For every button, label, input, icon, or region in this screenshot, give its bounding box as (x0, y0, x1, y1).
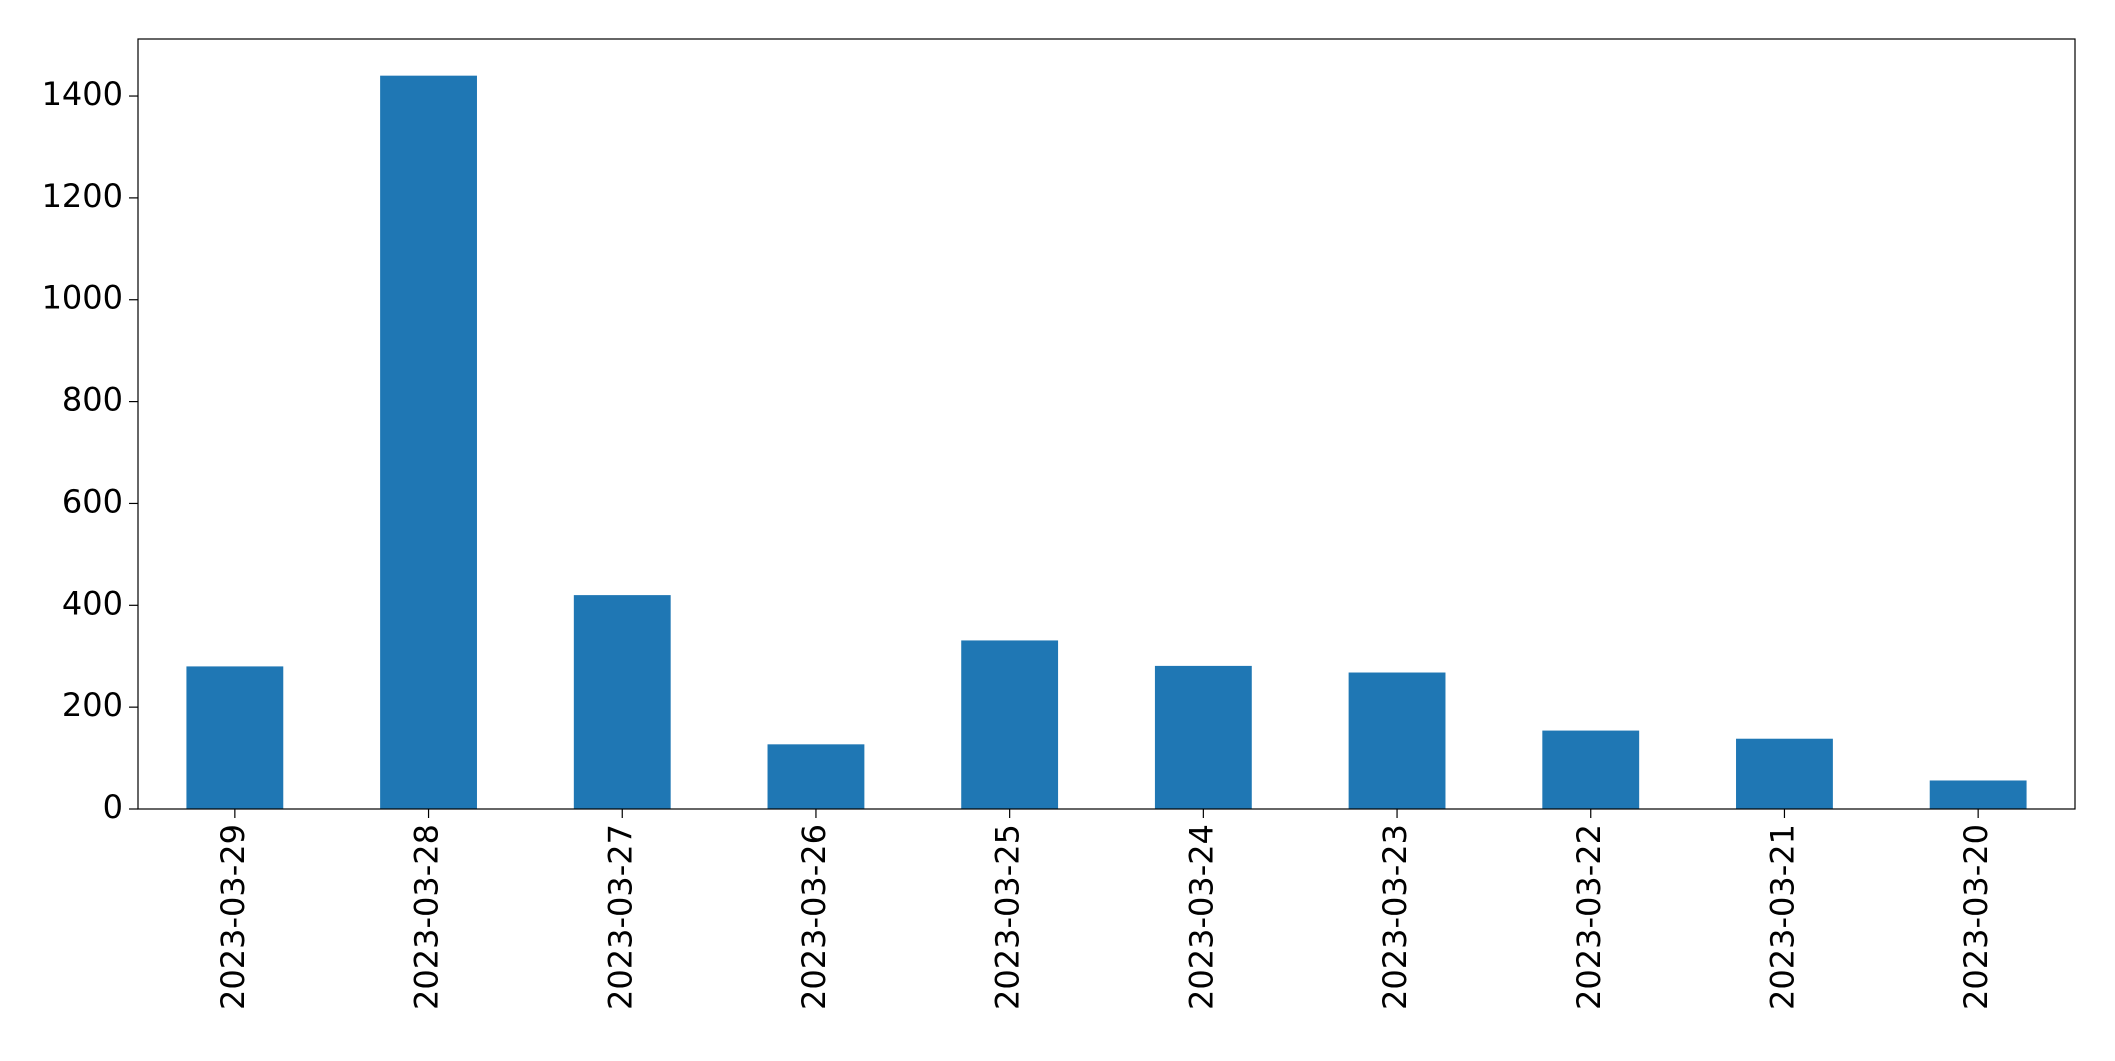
bar (1154, 665, 1252, 809)
bar (186, 666, 284, 809)
bar (767, 744, 865, 809)
x-tick-label: 2023-03-28 (408, 824, 446, 1010)
y-tick-label: 800 (62, 381, 123, 419)
y-tick-label: 1200 (42, 177, 123, 215)
y-tick-label: 200 (62, 686, 123, 724)
x-tick-label: 2023-03-24 (1182, 824, 1220, 1010)
bar (1929, 780, 2027, 809)
x-tick-label: 2023-03-26 (795, 824, 833, 1010)
y-tick-label: 600 (62, 482, 123, 520)
y-tick-label: 1000 (42, 279, 123, 317)
plot-frame (137, 38, 2076, 810)
bar (1542, 730, 1640, 809)
bar (573, 595, 671, 809)
y-tick-label: 1400 (42, 75, 123, 113)
y-tick-label: 400 (62, 584, 123, 622)
x-tick-label: 2023-03-22 (1570, 824, 1608, 1010)
x-tick-label: 2023-03-21 (1763, 824, 1801, 1010)
bar (1736, 738, 1833, 809)
x-tick-label: 2023-03-23 (1376, 824, 1414, 1010)
x-tick-label: 2023-03-27 (601, 824, 639, 1010)
x-tick-label: 2023-03-20 (1957, 824, 1995, 1010)
bar (1348, 672, 1446, 809)
bar (961, 640, 1059, 809)
bar (380, 75, 477, 809)
x-tick-label: 2023-03-25 (989, 824, 1027, 1010)
x-tick-label: 2023-03-29 (214, 824, 252, 1010)
y-tick-label: 0 (103, 788, 123, 826)
